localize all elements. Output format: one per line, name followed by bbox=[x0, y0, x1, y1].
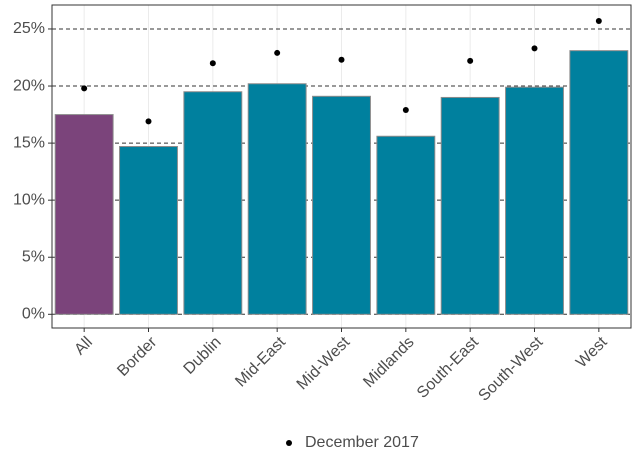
point bbox=[467, 57, 474, 64]
legend-label: December 2017 bbox=[305, 434, 419, 451]
bar bbox=[247, 83, 307, 315]
bar bbox=[183, 91, 243, 315]
bar bbox=[312, 95, 371, 315]
point bbox=[595, 17, 602, 24]
plot-border bbox=[51, 4, 632, 329]
x-tick-label: Mid-West bbox=[294, 333, 354, 393]
bar bbox=[569, 50, 629, 315]
x-tick-label: All bbox=[71, 334, 96, 359]
x-tick-label: South-East bbox=[414, 333, 482, 401]
point bbox=[338, 56, 345, 63]
bar bbox=[440, 96, 500, 315]
y-tick-label: 15% bbox=[13, 134, 45, 151]
legend-marker bbox=[286, 440, 292, 446]
x-tick-label: West bbox=[573, 333, 611, 371]
point bbox=[274, 49, 281, 56]
point bbox=[531, 45, 538, 52]
y-tick-label: 25% bbox=[13, 20, 45, 37]
point bbox=[209, 60, 216, 67]
x-tick-label: South-West bbox=[475, 333, 546, 404]
point bbox=[81, 85, 88, 92]
bar bbox=[119, 146, 178, 315]
y-tick-label: 20% bbox=[13, 77, 45, 94]
point bbox=[402, 107, 409, 114]
y-tick-label: 0% bbox=[22, 306, 45, 323]
bar bbox=[505, 86, 564, 315]
x-tick-label: Midlands bbox=[360, 334, 417, 391]
x-tick-label: Dublin bbox=[181, 334, 225, 378]
y-tick-label: 5% bbox=[22, 248, 45, 265]
bar bbox=[376, 135, 436, 315]
y-tick-label: 10% bbox=[13, 191, 45, 208]
x-tick-label: Mid-East bbox=[232, 333, 289, 390]
bar bbox=[54, 114, 114, 315]
point bbox=[145, 118, 152, 125]
x-tick-label: Border bbox=[114, 333, 160, 379]
